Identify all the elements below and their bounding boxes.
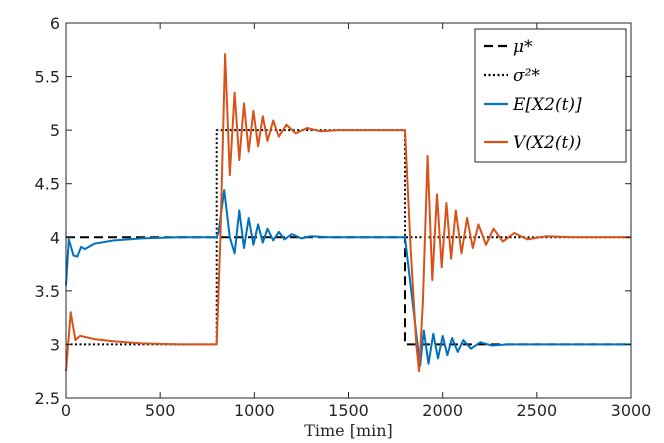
series-line-2 <box>65 189 631 367</box>
legend: μ* σ²* E[X2(t)] V(X2(t)) <box>474 28 627 163</box>
y-tick-label: 4 <box>50 228 60 247</box>
series-line-3 <box>65 53 631 373</box>
x-tick-label: 1500 <box>328 401 369 420</box>
y-tick-label: 5.5 <box>35 68 60 87</box>
legend-label-1: σ²* <box>513 66 540 86</box>
x-tick-label: 2500 <box>516 401 557 420</box>
ticks: 0 500 1000 1500 2000 2500 3000 2.5 3 3.5 4 4.5 5 5.5 6 <box>35 14 652 420</box>
y-tick-label: 3.5 <box>35 282 60 301</box>
x-tick-label: 500 <box>145 401 176 420</box>
x-tick-label: 3000 <box>611 401 652 420</box>
series-layer <box>65 53 631 373</box>
y-tick-label: 6 <box>50 14 60 33</box>
y-tick-label: 2.5 <box>35 389 60 408</box>
x-tick-label: 0 <box>61 401 71 420</box>
legend-entries: μ* σ²* E[X2(t)] V(X2(t)) <box>484 37 582 153</box>
legend-label-2: E[X2(t)] <box>512 95 582 115</box>
x-axis-label: Time [min] <box>304 421 393 440</box>
y-tick-label: 3 <box>50 335 60 354</box>
x-tick-label: 1000 <box>234 401 275 420</box>
legend-label-3: V(X2(t)) <box>513 133 582 153</box>
legend-label-0: μ* <box>513 37 533 57</box>
series-line-1 <box>66 129 631 346</box>
y-tick-label: 5 <box>50 121 60 140</box>
x-tick-label: 2000 <box>422 401 463 420</box>
y-tick-label: 4.5 <box>35 175 60 194</box>
legend-box <box>474 28 627 163</box>
